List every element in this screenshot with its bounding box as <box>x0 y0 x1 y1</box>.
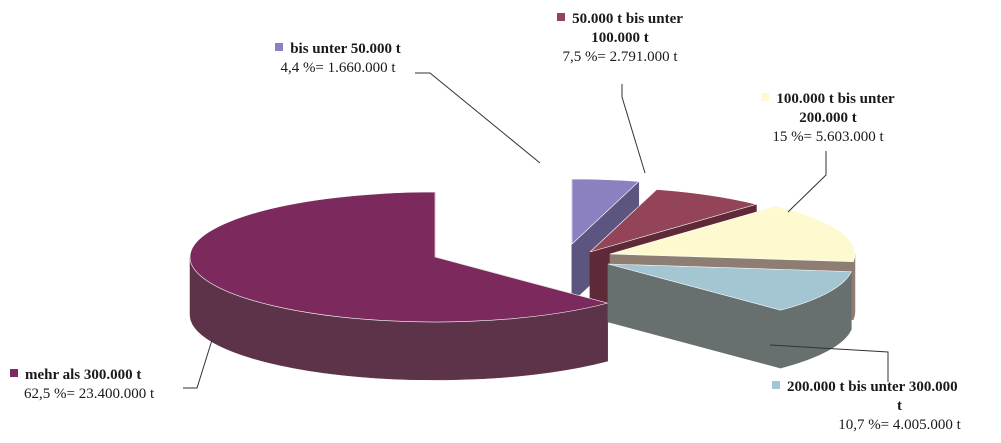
legend-swatch-200000-bis-300000 <box>772 381 780 389</box>
leader-line-bis-unter-50-000-t <box>415 72 541 164</box>
legend-swatch-mehr-als-300000 <box>10 369 18 377</box>
label-value: 15 %= 5.603.000 t <box>772 129 884 145</box>
leader-line-200-000-t-bis-unter-300-000-t <box>769 344 889 382</box>
label-200000-bis-300000: 200.000 t bis unter 300.000 t 10,7 %= 4.… <box>772 378 1001 435</box>
label-name-cont: t <box>897 398 902 414</box>
pie-slice-top <box>607 263 852 311</box>
pie-slice-top <box>189 191 609 323</box>
label-name: 50.000 t bis unter <box>572 11 683 27</box>
label-value: 62,5 %= 23.400.000 t <box>24 386 155 402</box>
label-name: bis unter 50.000 t <box>290 41 401 57</box>
legend-swatch-bis-unter-50000 <box>275 43 284 51</box>
label-name: 200.000 t bis unter 300.000 <box>787 379 958 395</box>
leader-line-50-000-t-bis-unter-100-000-t <box>621 84 646 174</box>
pie-slice-side <box>853 253 856 320</box>
label-100000-bis-200000: 100.000 t bis unter 200.000 t 15 %= 5.60… <box>738 90 918 147</box>
pie-slice-mehr-als-300-000-t <box>189 191 609 381</box>
label-50000-bis-100000: 50.000 t bis unter 100.000 t 7,5 %= 2.79… <box>535 10 705 67</box>
legend-swatch-50000-bis-100000 <box>557 13 566 21</box>
leader-line-mehr-als-300-000-t <box>183 339 213 389</box>
legend-swatch-100000-bis-200000 <box>761 93 770 101</box>
pie-slice-top <box>609 205 856 262</box>
pie-slice-top <box>571 178 640 245</box>
label-value: 7,5 %= 2.791.000 t <box>562 49 678 65</box>
label-value: 4,4 %= 1.660.000 t <box>280 60 396 76</box>
pie-slice-top <box>589 189 758 253</box>
label-name: 100.000 t bis unter <box>776 91 895 107</box>
label-name: mehr als 300.000 t <box>25 367 142 383</box>
label-name-cont: 200.000 t <box>799 110 857 126</box>
label-name-cont: 100.000 t <box>591 30 649 46</box>
label-value: 10,7 %= 4.005.000 t <box>838 417 961 433</box>
label-mehr-als-300000: mehr als 300.000 t 62,5 %= 23.400.000 t <box>10 366 185 404</box>
leader-line-100-000-t-bis-unter-200-000-t <box>787 151 827 213</box>
pie-slice-200-000-t-bis-unter-300-000-t <box>607 263 852 369</box>
label-bis-unter-50000: bis unter 50.000 t 4,4 %= 1.660.000 t <box>248 40 428 78</box>
